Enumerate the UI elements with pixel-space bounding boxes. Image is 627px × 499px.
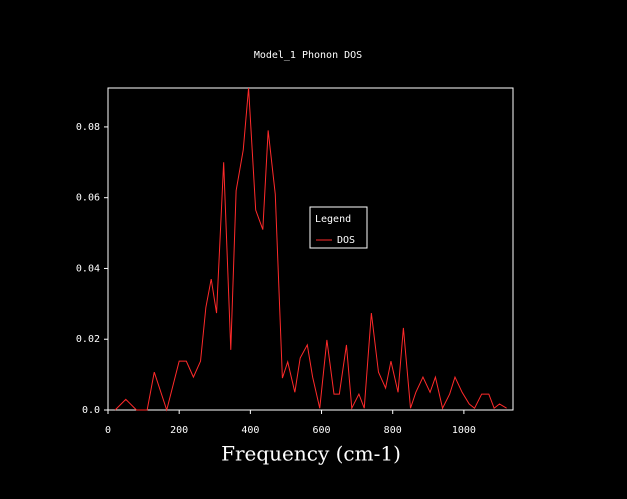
legend-label: DOS [337,235,355,246]
x-tick-label: 200 [170,425,188,436]
y-tick-label: 0.08 [76,122,100,133]
x-axis-label: Frequency (cm-1) [221,442,401,466]
y-tick-label: 0.02 [76,334,100,345]
legend-title: Legend [315,214,351,225]
plot-frame [107,87,514,411]
x-tick-label: 800 [384,425,402,436]
y-tick-label: 0.06 [76,193,100,204]
x-tick-label: 1000 [452,425,476,436]
x-tick-label: 400 [241,425,259,436]
chart-title: Model_1 Phonon DOS [254,50,362,61]
legend-box [309,206,368,249]
y-tick-label: 0.0 [82,405,100,416]
x-tick-label: 600 [313,425,331,436]
y-tick-label: 0.04 [76,263,100,274]
x-tick-label: 0 [105,425,111,436]
data-line [114,87,507,412]
